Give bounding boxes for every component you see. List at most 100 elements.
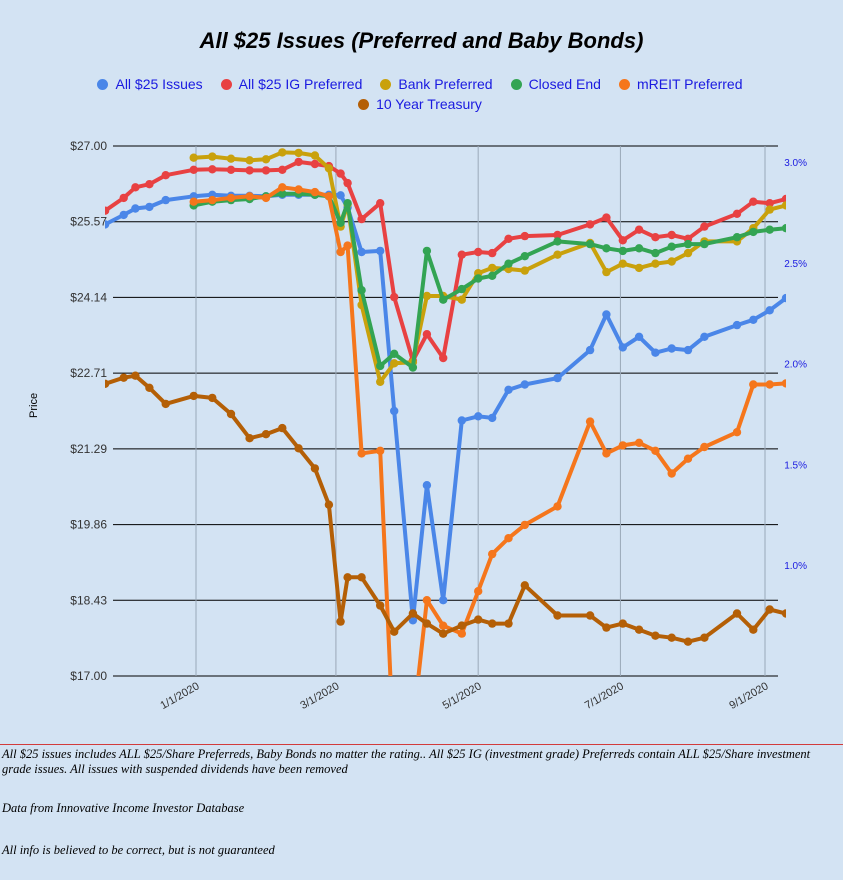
data-point-mreit-preferred bbox=[618, 441, 627, 450]
data-point-10-year-treasury bbox=[439, 629, 448, 638]
data-point-all-25-ig-preferred bbox=[161, 171, 170, 180]
data-point-closed-end bbox=[798, 223, 806, 231]
data-point-all-25-ig-preferred bbox=[310, 159, 320, 169]
legend-item: mREIT Preferred bbox=[618, 74, 743, 94]
data-point-mreit-preferred bbox=[634, 438, 644, 447]
data-point-all-25-issues bbox=[488, 413, 497, 423]
data-point-closed-end bbox=[504, 259, 513, 268]
series-line-10-year-treasury bbox=[105, 373, 786, 644]
data-point-all-25-issues bbox=[357, 247, 366, 257]
data-point-all-25-ig-preferred bbox=[439, 353, 448, 363]
data-point-bank-preferred bbox=[798, 208, 806, 216]
data-point-10-year-treasury bbox=[189, 391, 198, 401]
data-point-all-25-issues bbox=[700, 332, 709, 341]
data-point-all-25-ig-preferred bbox=[667, 230, 676, 240]
data-point-mreit-preferred bbox=[667, 469, 676, 478]
x-tick-label: 3/1/2020 bbox=[298, 680, 341, 712]
data-point-all-25-ig-preferred bbox=[504, 234, 513, 243]
data-point-all-25-ig-preferred bbox=[208, 165, 217, 174]
legend-label: mREIT Preferred bbox=[636, 76, 743, 92]
legend-item: Bank Preferred bbox=[380, 74, 493, 94]
data-point-bank-preferred bbox=[310, 151, 320, 160]
data-point-mreit-preferred bbox=[376, 446, 385, 455]
data-point-10-year-treasury bbox=[245, 434, 254, 443]
legend-swatch bbox=[380, 79, 392, 90]
data-point-mreit-preferred bbox=[828, 402, 836, 410]
y-tick-label: $25.57 bbox=[70, 215, 107, 229]
data-point-all-25-ig-preferred bbox=[336, 169, 345, 178]
legend-label: All $25 Issues bbox=[115, 76, 203, 92]
data-point-mreit-preferred bbox=[245, 192, 254, 201]
legend-label: Closed End bbox=[528, 76, 601, 92]
data-point-10-year-treasury bbox=[278, 423, 287, 433]
y-tick-label: $22.71 bbox=[70, 366, 107, 380]
chart-title: All $25 Issues (Preferred and Baby Bonds… bbox=[199, 28, 644, 53]
data-point-all-25-ig-preferred bbox=[245, 166, 254, 175]
data-point-all-25-ig-preferred bbox=[700, 222, 709, 231]
data-point-bank-preferred bbox=[294, 148, 303, 158]
data-point-all-25-ig-preferred bbox=[226, 165, 236, 174]
data-point-all-25-issues bbox=[585, 345, 595, 355]
legend-swatch bbox=[97, 79, 109, 90]
data-point-closed-end bbox=[278, 189, 287, 198]
data-point-10-year-treasury bbox=[457, 621, 466, 630]
data-point-mreit-preferred bbox=[732, 428, 742, 437]
data-point-mreit-preferred bbox=[324, 192, 334, 201]
data-point-10-year-treasury bbox=[226, 409, 236, 419]
data-point-closed-end bbox=[357, 286, 366, 295]
data-point-closed-end bbox=[422, 246, 432, 256]
legend-label: 10 Year Treasury bbox=[376, 96, 482, 112]
footer-divider bbox=[0, 744, 843, 745]
data-point-all-25-issues bbox=[634, 332, 644, 341]
data-point-closed-end bbox=[700, 239, 709, 249]
data-point-all-25-issues bbox=[119, 210, 128, 220]
data-point-10-year-treasury bbox=[408, 609, 418, 618]
data-point-10-year-treasury bbox=[208, 393, 217, 403]
data-point-closed-end bbox=[408, 363, 418, 372]
data-point-10-year-treasury bbox=[336, 617, 345, 626]
data-point-all-25-issues bbox=[474, 412, 483, 421]
chart-area: $17.00 $18.43 $19.86 $21.29 $22.71 $24.14 $25.… bbox=[70, 139, 841, 712]
data-point-closed-end bbox=[457, 284, 466, 294]
data-point-all-25-ig-preferred bbox=[618, 236, 627, 245]
data-point-10-year-treasury bbox=[105, 379, 110, 388]
data-point-all-25-issues bbox=[828, 301, 836, 309]
data-point-all-25-issues bbox=[422, 481, 432, 490]
y2-tick-label: 1.5% bbox=[784, 460, 807, 471]
data-point-all-25-issues bbox=[749, 315, 758, 324]
data-point-mreit-preferred bbox=[208, 195, 217, 205]
data-point-bank-preferred bbox=[208, 152, 217, 161]
data-point-mreit-preferred bbox=[504, 534, 513, 543]
data-point-bank-preferred bbox=[833, 208, 841, 216]
footnote-coverage: All $25 issues includes ALL $25/Share Pr… bbox=[2, 747, 811, 776]
data-point-10-year-treasury bbox=[504, 619, 513, 628]
data-point-10-year-treasury bbox=[261, 430, 271, 439]
data-point-bank-preferred bbox=[261, 155, 271, 164]
data-point-10-year-treasury bbox=[602, 623, 611, 632]
data-point-mreit-preferred bbox=[226, 193, 236, 203]
data-point-bank-preferred bbox=[488, 263, 497, 273]
data-point-closed-end bbox=[667, 242, 676, 251]
data-point-closed-end bbox=[732, 233, 742, 242]
data-point-bank-preferred bbox=[602, 267, 611, 277]
data-point-all-25-ig-preferred bbox=[749, 197, 758, 206]
legend-item: 10 Year Treasury bbox=[358, 94, 482, 114]
data-point-closed-end bbox=[520, 252, 529, 261]
footnote-source: Data from Innovative Income Investor Dat… bbox=[2, 801, 245, 815]
data-point-all-25-issues bbox=[336, 191, 345, 200]
data-point-closed-end bbox=[833, 222, 841, 230]
data-point-all-25-ig-preferred bbox=[261, 166, 271, 175]
data-point-mreit-preferred bbox=[278, 183, 287, 192]
data-point-bank-preferred bbox=[651, 259, 660, 268]
data-point-bank-preferred bbox=[634, 263, 644, 273]
data-point-all-25-issues bbox=[131, 204, 140, 213]
data-point-all-25-ig-preferred bbox=[474, 247, 483, 257]
data-point-mreit-preferred bbox=[602, 449, 611, 458]
legend-label: All $25 IG Preferred bbox=[238, 76, 363, 92]
data-point-bank-preferred bbox=[189, 153, 198, 162]
data-point-all-25-ig-preferred bbox=[145, 180, 154, 189]
data-point-all-25-ig-preferred bbox=[765, 199, 774, 208]
x-tick-label: 5/1/2020 bbox=[441, 680, 484, 712]
data-point-10-year-treasury bbox=[161, 399, 170, 409]
data-point-10-year-treasury bbox=[119, 373, 128, 382]
